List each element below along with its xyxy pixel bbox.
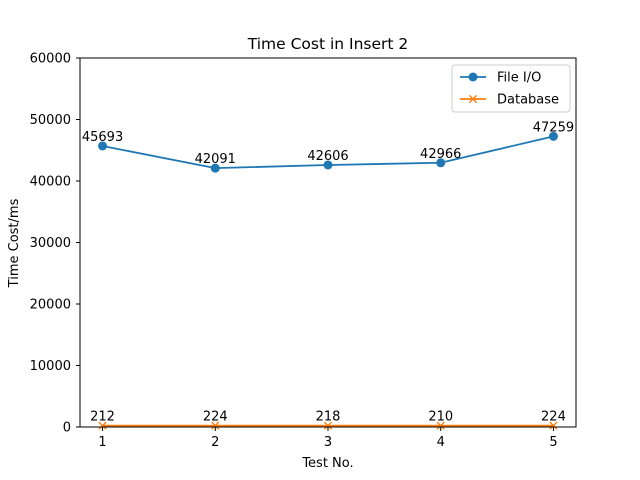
data-label: 212 xyxy=(90,410,115,425)
data-label: 210 xyxy=(428,410,453,425)
x-tick-label: 5 xyxy=(549,435,557,450)
chart-title: Time Cost in Insert 2 xyxy=(247,35,409,53)
legend-marker xyxy=(468,94,478,104)
x-tick-label: 3 xyxy=(324,435,332,450)
data-point xyxy=(436,421,445,430)
data-point xyxy=(323,160,333,170)
data-label: 224 xyxy=(541,410,566,425)
legend-label: Database xyxy=(497,93,559,108)
data-point xyxy=(211,421,220,430)
data-label: 42606 xyxy=(307,149,348,164)
data-point xyxy=(323,421,333,430)
y-tick-label: 40000 xyxy=(30,175,71,190)
data-point xyxy=(548,131,558,141)
x-tick-label: 2 xyxy=(211,435,219,450)
data-point xyxy=(98,141,108,151)
axes: 1 2 3 4 5 0 10000 20000 30000 40000 50000 60000 xyxy=(30,52,577,450)
y-tick-label: 10000 xyxy=(30,359,71,374)
x-tick-label: 1 xyxy=(98,435,106,450)
data-point xyxy=(98,421,107,430)
y-tick-label: 20000 xyxy=(30,298,71,313)
plot-area: 45693 42091 42606 42966 47259 212 224 218 210 224 xyxy=(82,120,574,430)
y-tick-label: 60000 xyxy=(30,52,71,67)
data-point xyxy=(549,421,558,430)
y-tick-label: 30000 xyxy=(30,236,71,251)
data-label: 42091 xyxy=(195,152,236,167)
data-label: 218 xyxy=(316,410,341,425)
y-axis-label: Time Cost/ms xyxy=(7,198,22,288)
legend: File I/O Database xyxy=(451,64,571,113)
x-axis-label: Test No. xyxy=(301,456,353,471)
data-label: 42966 xyxy=(420,147,461,162)
x-tick-label: 4 xyxy=(437,435,445,450)
data-label: 45693 xyxy=(82,130,123,145)
data-point xyxy=(210,163,220,173)
data-label: 47259 xyxy=(533,120,574,135)
legend-marker xyxy=(468,72,478,82)
data-label: 224 xyxy=(203,410,228,425)
data-point xyxy=(436,158,446,168)
y-tick-label: 0 xyxy=(63,421,71,436)
y-tick-label: 50000 xyxy=(30,113,71,128)
legend-label: File I/O xyxy=(497,71,541,86)
